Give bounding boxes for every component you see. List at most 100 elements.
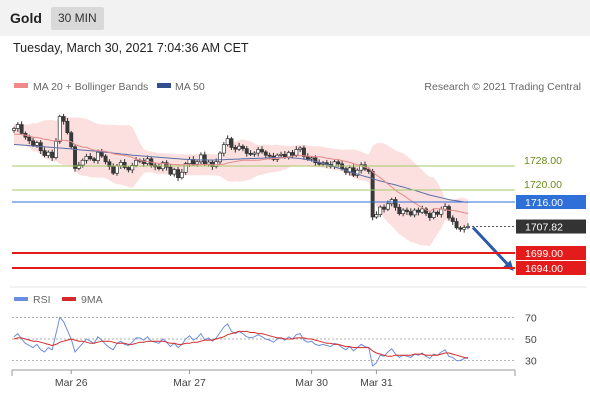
candle: [248, 153, 253, 155]
candle: [50, 151, 55, 158]
levels-layer: 1728.00 1720.00 1716.00 1707.82 1699.00 1694.…: [12, 155, 586, 275]
candle: [240, 145, 245, 149]
candle: [80, 159, 85, 166]
price-pane: [12, 113, 514, 271]
level-tag: [516, 219, 586, 234]
candle: [19, 124, 24, 134]
candle: [57, 116, 62, 142]
level-label: 1707.82: [525, 222, 563, 234]
candle: [88, 156, 93, 160]
ma50-line: [13, 143, 469, 203]
candle: [347, 167, 352, 173]
candle: [408, 211, 413, 216]
candle: [172, 169, 177, 175]
candle: [443, 206, 448, 210]
candle: [141, 160, 146, 164]
candle: [416, 209, 421, 213]
rsi-legend-label: RSI: [33, 294, 51, 306]
candle: [225, 138, 230, 146]
level-label: 1716.00: [525, 197, 563, 209]
candle: [439, 208, 444, 215]
candle: [221, 144, 226, 154]
candle: [405, 209, 409, 212]
candle: [12, 128, 16, 131]
level-label: 1699.00: [525, 248, 563, 260]
level-tag: [516, 246, 586, 260]
level-label: 1720.00: [524, 179, 562, 191]
x-axis: Mar 26 Mar 27 Mar 30 Mar 31: [11, 369, 516, 389]
candle: [309, 157, 314, 160]
candle: [164, 162, 169, 168]
candle: [206, 161, 211, 165]
candle: [454, 221, 459, 229]
candle: [198, 154, 203, 163]
level-label: 1728.00: [524, 155, 562, 167]
candle: [15, 124, 20, 129]
candle: [374, 214, 379, 218]
candle: [282, 153, 287, 158]
candle: [382, 206, 387, 210]
candle: [252, 152, 257, 155]
candle: [183, 163, 188, 173]
candle: [446, 206, 451, 219]
candle: [263, 151, 268, 156]
copyright-label: Research © 2021 Trading Central: [424, 81, 581, 93]
candle: [179, 171, 184, 179]
rsi-line: [13, 316, 469, 367]
x-tick-label: Mar 30: [295, 377, 328, 389]
candle: [99, 151, 104, 157]
candle: [126, 167, 131, 171]
candle: [397, 207, 402, 215]
candle: [260, 149, 264, 153]
candle: [401, 209, 406, 215]
candle: [34, 142, 39, 146]
forecast-arrow: [471, 226, 514, 271]
x-tick-label: Mar 26: [55, 377, 88, 389]
candle: [427, 213, 432, 218]
candle: [65, 120, 70, 134]
candle: [385, 203, 390, 210]
candle: [103, 155, 108, 163]
candle: [237, 145, 242, 150]
x-tick-label: Mar 31: [360, 377, 393, 389]
candle: [73, 146, 77, 169]
rsi-legend: RSI 9MA: [14, 294, 103, 306]
main-legend: MA 20 + Bollinger Bands MA 50 Research ©…: [14, 81, 581, 93]
candle: [42, 150, 47, 156]
candle: [313, 157, 318, 164]
candle: [54, 141, 58, 158]
candle: [290, 152, 295, 156]
top-bar: Gold 30 MIN: [0, 0, 590, 36]
candle: [218, 152, 222, 163]
candle: [168, 166, 173, 175]
candle: [187, 159, 192, 164]
candle: [420, 208, 425, 213]
candle: [134, 159, 139, 166]
candle: [61, 116, 66, 122]
ma20-legend-label: MA 20 + Bollinger Bands: [33, 81, 148, 93]
candle: [76, 164, 81, 169]
candle: [351, 167, 356, 176]
candle: [298, 147, 303, 150]
candle: [46, 151, 51, 156]
candle: [229, 138, 234, 148]
candle: [431, 211, 436, 218]
rsi-ma-line: [13, 330, 469, 359]
candle: [393, 199, 398, 208]
x-tick-label: Mar 27: [173, 377, 206, 389]
instrument-title: Gold: [10, 10, 42, 26]
ma20-legend-swatch: [14, 83, 28, 88]
candle: [107, 161, 112, 167]
candle: [244, 148, 249, 154]
candle: [462, 227, 467, 230]
rsi-pane: 70 50 30: [12, 312, 537, 368]
timeframe-button[interactable]: 30 MIN: [51, 7, 104, 30]
level-label: 1694.00: [525, 263, 563, 275]
candle: [359, 164, 364, 171]
candle: [176, 169, 181, 179]
rsi-tick-label: 30: [525, 356, 537, 368]
candle: [195, 161, 200, 165]
candle: [27, 136, 32, 142]
candle: [424, 208, 428, 214]
